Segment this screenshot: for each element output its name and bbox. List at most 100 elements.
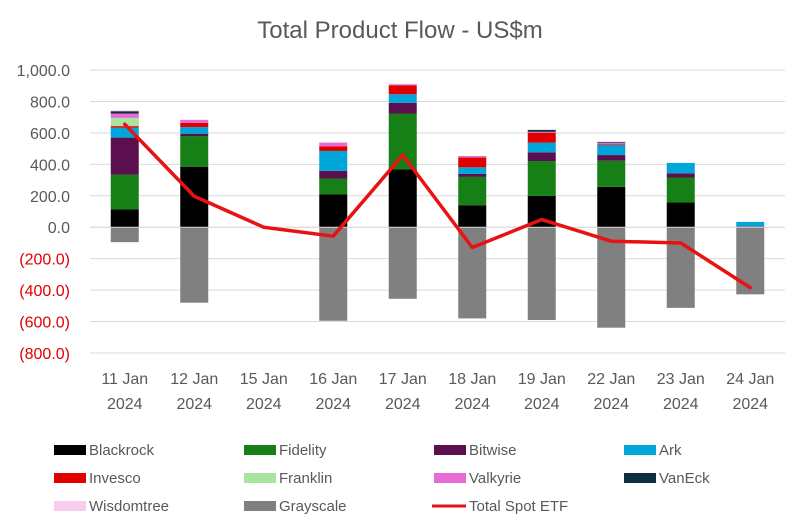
bar-valkyrie (388, 84, 417, 86)
bar-bitwise (388, 102, 417, 114)
bar-ark (666, 162, 695, 174)
bar-fidelity (319, 178, 348, 195)
bar-ark (180, 127, 209, 134)
legend-label: Blackrock (89, 442, 155, 459)
legend-swatch-fidelity (244, 445, 276, 455)
bar-invesco (527, 132, 556, 143)
y-tick-label: 1,000.0 (17, 63, 70, 80)
bar-ark (110, 127, 139, 138)
bar-fidelity (666, 177, 695, 203)
bar-ark (458, 167, 487, 174)
y-tick-label: 800.0 (30, 94, 70, 111)
bar-grayscale (458, 227, 487, 319)
bar-blackrock (597, 186, 626, 228)
bar-invesco (110, 126, 139, 128)
legend-swatch-invesco (54, 473, 86, 483)
bar-wisdomtree (319, 142, 348, 143)
bar-vaneck (110, 111, 139, 114)
bar-grayscale (597, 227, 626, 328)
y-tick-label: (600.0) (19, 315, 70, 332)
bar-grayscale (666, 227, 695, 308)
bar-vaneck (597, 142, 626, 144)
bar-bitwise (180, 133, 209, 137)
x-tick-label: 2024 (524, 396, 560, 413)
x-tick-label: 2024 (107, 396, 143, 413)
bar-ark (527, 142, 556, 153)
bar-bitwise (110, 137, 139, 175)
legend-label: Invesco (89, 470, 141, 487)
x-tick-label: 22 Jan (587, 371, 635, 388)
total-spot-etf-line (123, 122, 752, 290)
legend-label: Ark (659, 442, 682, 459)
bar-valkyrie (597, 143, 626, 145)
legend-swatch-vaneck (624, 473, 656, 483)
x-tick-label: 23 Jan (657, 371, 705, 388)
bar-grayscale (180, 227, 209, 303)
chart-title: Total Product Flow - US$m (257, 17, 542, 44)
bar-invesco (597, 144, 626, 146)
legend-swatch-grayscale (244, 501, 276, 511)
bar-invesco (458, 157, 487, 168)
x-tick-label: 18 Jan (448, 371, 496, 388)
bar-vaneck (527, 129, 556, 132)
bar-grayscale (388, 227, 417, 299)
total-line-layer (123, 122, 752, 290)
bar-grayscale (736, 227, 765, 295)
x-tick-label: 2024 (315, 396, 351, 413)
x-tick-label: 19 Jan (518, 371, 566, 388)
bar-bitwise (527, 152, 556, 162)
bar-wisdomtree (597, 141, 626, 143)
legend-label: Wisdomtree (89, 498, 169, 515)
bar-ark (597, 144, 626, 156)
bar-fidelity (110, 174, 139, 210)
bar-blackrock (319, 194, 348, 228)
legend: Blackrock Fidelity Bitwise Ark Invesco Frankl… (54, 442, 710, 515)
bar-valkyrie (110, 113, 139, 118)
bar-bitwise (666, 173, 695, 178)
legend-label: VanEck (659, 470, 710, 487)
y-tick-label: (200.0) (19, 252, 70, 269)
x-tick-label: 16 Jan (309, 371, 357, 388)
bar-ark (388, 94, 417, 103)
y-axis-ticks: 1,000.0 800.0 600.0 400.0 200.0 0.0 (200.0) (40… (17, 63, 70, 363)
x-tick-label: 2024 (593, 396, 629, 413)
legend-swatch-blackrock (54, 445, 86, 455)
legend-label: Valkyrie (469, 470, 521, 487)
legend-label: Franklin (279, 470, 332, 487)
x-axis-ticks: 11 Jan 2024 12 Jan 2024 15 Jan 2024 16 Jan 2024… (101, 371, 774, 413)
legend-swatch-wisdomtree (54, 501, 86, 511)
bar-franklin (110, 117, 139, 127)
bar-invesco (388, 85, 417, 95)
bar-blackrock (388, 169, 417, 228)
bar-bitwise (319, 170, 348, 179)
bar-ark (736, 221, 765, 227)
bar-valkyrie (527, 131, 556, 133)
legend-swatch-ark (624, 445, 656, 455)
bar-wisdomtree (388, 83, 417, 85)
y-tick-label: (400.0) (19, 283, 70, 300)
x-tick-label: 2024 (176, 396, 212, 413)
legend-label: Grayscale (279, 498, 347, 515)
bar-grayscale (527, 227, 556, 320)
bars (90, 83, 785, 328)
bar-fidelity (180, 136, 209, 167)
x-tick-label: 17 Jan (379, 371, 427, 388)
x-tick-label: 2024 (385, 396, 421, 413)
bar-blackrock (458, 205, 487, 228)
legend-label: Fidelity (279, 442, 327, 459)
y-tick-label: 0.0 (48, 220, 70, 237)
bar-bitwise (597, 155, 626, 161)
bar-fidelity (597, 160, 626, 187)
bar-invesco (180, 122, 209, 128)
legend-swatch-bitwise (434, 445, 466, 455)
legend-label: Total Spot ETF (469, 498, 568, 515)
bar-fidelity (458, 176, 487, 206)
bar-valkyrie (319, 142, 348, 147)
bar-bitwise (458, 173, 487, 177)
bar-valkyrie (180, 119, 209, 123)
x-tick-label: 15 Jan (240, 371, 288, 388)
legend-label: Bitwise (469, 442, 517, 459)
y-tick-label: 600.0 (30, 126, 70, 143)
bar-blackrock (110, 209, 139, 228)
bar-ark (319, 150, 348, 171)
